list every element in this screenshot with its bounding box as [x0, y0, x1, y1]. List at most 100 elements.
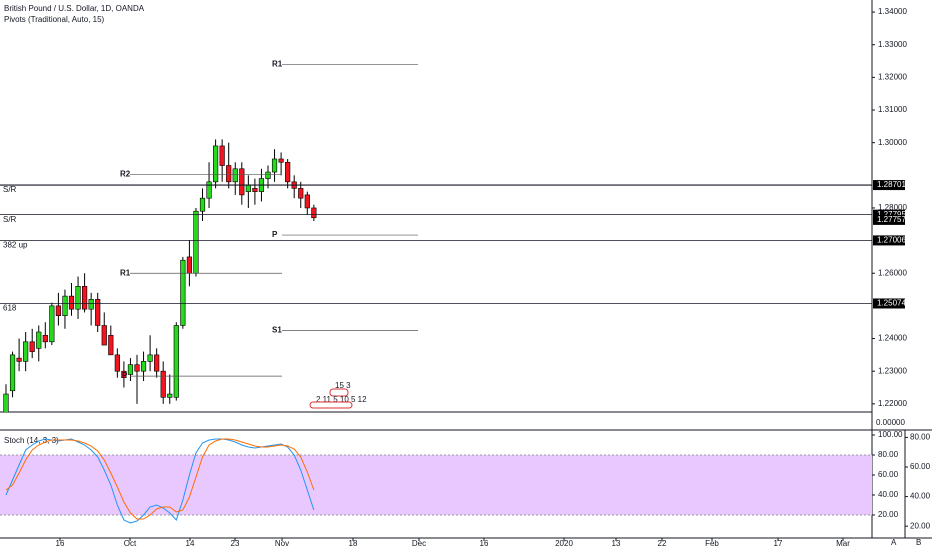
pivot-label: R1 [272, 59, 283, 68]
x-tick-label: 13 [612, 539, 621, 548]
x-tick-label: Feb [705, 539, 719, 548]
candle-body [265, 171, 271, 179]
price-badge [873, 214, 905, 225]
y-tick-label: 1.33000 [878, 40, 907, 49]
stoch-label: Stoch (14, 3, 3) [4, 436, 59, 445]
candle-body [173, 325, 179, 398]
candle-body [271, 158, 278, 173]
stoch-band [0, 455, 872, 515]
stoch-line [5, 438, 315, 520]
pivot-label: P [122, 371, 128, 380]
event-icon [309, 401, 353, 409]
x-tick-label: 23 [231, 539, 240, 548]
x-tick-label: Oct [124, 539, 137, 548]
line-label: S/R [3, 185, 17, 194]
candle-body [3, 393, 9, 412]
pivot-label: R2 [120, 169, 131, 178]
price-badge [873, 298, 905, 309]
candle-body [311, 207, 317, 219]
candle-body [140, 361, 147, 372]
y-tick-label: 1.23000 [878, 366, 907, 375]
y-tick-label: 1.34000 [878, 7, 907, 16]
line-label: S/R [3, 215, 17, 224]
candle-body [193, 210, 199, 274]
corner-button[interactable]: B [916, 538, 921, 547]
candle-body [252, 188, 258, 192]
y2-tick-label: 20.00 [910, 521, 931, 530]
candle-body [278, 158, 284, 163]
y2-tick-label: 60.00 [910, 462, 931, 471]
corner-button[interactable]: A [891, 538, 897, 547]
line-label: 618 [3, 304, 17, 313]
event-badge: 15 3 [335, 381, 351, 390]
indicator-label: Pivots (Traditional, Auto, 15) [4, 15, 105, 24]
line-label: 382 up [3, 241, 28, 250]
y-tick-label: 100.00 [878, 430, 903, 439]
price-badge [873, 209, 905, 220]
y-tick-label: 60.00 [878, 470, 899, 479]
candle-body [167, 393, 173, 398]
candle-body [147, 354, 153, 362]
candle-body [62, 295, 68, 316]
candle-body [55, 305, 61, 316]
candle-body [16, 357, 22, 362]
x-tick-label: 17 [774, 539, 783, 548]
candle-body [298, 188, 304, 199]
price-badge [873, 180, 905, 191]
y-tick-label: 1.32000 [878, 72, 907, 81]
candle-body [101, 325, 107, 346]
pivot-label: R1 [120, 268, 131, 277]
x-tick-label: Nov [275, 539, 289, 548]
candle-body [114, 354, 120, 372]
x-tick-label: 18 [349, 539, 358, 548]
zero-label: 0.00000 [876, 418, 905, 427]
y2-tick-label: 40.00 [910, 492, 931, 501]
candle-body [9, 354, 16, 392]
price-badge [873, 235, 905, 246]
candle-body [68, 295, 75, 310]
y-tick-label: 80.00 [878, 450, 899, 459]
event-badge: 2 11 5 10 5 12 [316, 395, 367, 404]
candle-body [186, 256, 193, 274]
candle-body [245, 184, 251, 192]
y-tick-label: 1.26000 [878, 268, 907, 277]
y-tick-label: 1.28000 [878, 203, 907, 212]
y-tick-label: 1.30000 [878, 138, 907, 147]
x-tick-label: 22 [658, 539, 667, 548]
candle-body [49, 305, 55, 343]
price-badge-label: 1.27757 [877, 215, 906, 224]
chart-title: British Pound / U.S. Dollar, 1D, OANDA [4, 4, 145, 13]
candle-body [75, 286, 81, 310]
event-icon [329, 388, 349, 397]
candle-body [199, 197, 206, 212]
y-tick-label: 20.00 [878, 510, 899, 519]
price-badge-label: 1.28701 [877, 180, 906, 189]
candle-body [134, 364, 140, 372]
candle-body [285, 161, 291, 183]
pivot-label: P [272, 230, 278, 239]
candle-body [304, 194, 310, 209]
y-tick-label: 1.31000 [878, 105, 907, 114]
y-tick-label: 1.24000 [878, 334, 907, 343]
y-tick-label: 40.00 [878, 490, 899, 499]
y-tick-label: 1.22000 [878, 399, 907, 408]
x-tick-label: 2020 [555, 539, 573, 548]
candle-body [95, 299, 101, 326]
candle-body [88, 299, 94, 310]
candle-body [160, 370, 166, 398]
candle-body [154, 354, 160, 372]
x-tick-label: Dec [412, 539, 426, 548]
price-badge-label: 1.27006 [877, 236, 906, 245]
candle-body [127, 364, 134, 375]
candle-body [121, 370, 127, 379]
candle-body [232, 168, 238, 183]
candle-body [108, 334, 114, 356]
candle-body [42, 334, 48, 343]
y2-tick-label: 80.00 [910, 433, 931, 442]
x-tick-label: 16 [56, 539, 65, 548]
candle-body [23, 341, 29, 362]
candle-body [219, 145, 225, 166]
candle-body [239, 168, 245, 196]
